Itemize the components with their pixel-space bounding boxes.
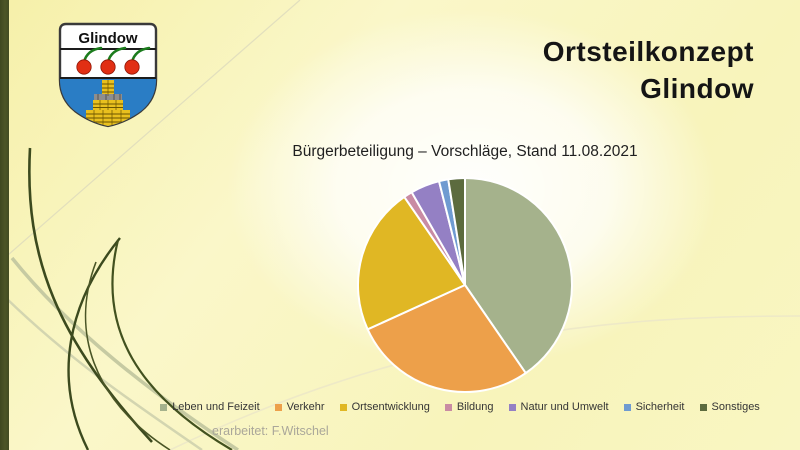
grass-blade-dark-4: [84, 261, 171, 450]
legend-label-2: Ortsentwicklung: [351, 401, 430, 413]
legend-marker-0: [160, 403, 168, 411]
footer-credit: erarbeitet: F.Witschel: [212, 424, 329, 438]
legend-label-1: Verkehr: [286, 401, 325, 413]
legend-item-5: Sicherheit: [623, 401, 685, 413]
grass-blade-light-2: [5, 297, 203, 450]
left-edge-bar: [0, 0, 9, 450]
legend-item-4: Natur und Umwelt: [508, 401, 609, 413]
legend-marker-4: [508, 403, 516, 411]
legend-item-1: Verkehr: [274, 401, 325, 413]
grass-blade-dark-2: [67, 237, 121, 450]
pie-slice-2: [357, 195, 466, 331]
legend-marker-5: [623, 403, 631, 411]
legend-label-4: Natur und Umwelt: [520, 401, 609, 413]
legend-marker-2: [339, 403, 347, 411]
crest-label: Glindow: [78, 30, 137, 47]
brick-kiln: [86, 80, 130, 126]
legend-label-3: Bildung: [456, 401, 494, 413]
legend-item-6: Sonstiges: [699, 401, 760, 413]
cherries: [76, 46, 151, 75]
legend-marker-1: [274, 403, 282, 411]
grass-blade-dark-3: [111, 239, 233, 450]
slide-title-line1: Ortsteilkonzept: [542, 36, 754, 67]
slide-title: Ortsteilkonzept Glindow: [543, 34, 754, 108]
pie-chart: [357, 177, 573, 393]
slide-title-line2: Glindow: [640, 72, 754, 104]
legend-item-2: Ortsentwicklung: [339, 401, 430, 413]
chart-title: Bürgerbeteiligung – Vorschläge, Stand 11…: [292, 143, 638, 160]
legend-marker-6: [699, 403, 707, 411]
chart-legend: Leben und Feizeit Verkehr Ortsentwicklung B…: [120, 398, 800, 416]
pie-slice-6: [447, 177, 466, 286]
legend-label-6: Sonstiges: [711, 401, 760, 413]
legend-label-0: Leben und Feizeit: [172, 401, 260, 413]
grass-blade-light-1: [10, 256, 239, 450]
legend-item-3: Bildung: [444, 401, 494, 413]
legend-item-0: Leben und Feizeit: [160, 401, 260, 413]
pie-slice-0: [464, 177, 573, 375]
legend-marker-3: [444, 403, 452, 411]
legend-label-5: Sicherheit: [635, 401, 685, 413]
glindow-crest: Glindow: [58, 22, 158, 128]
